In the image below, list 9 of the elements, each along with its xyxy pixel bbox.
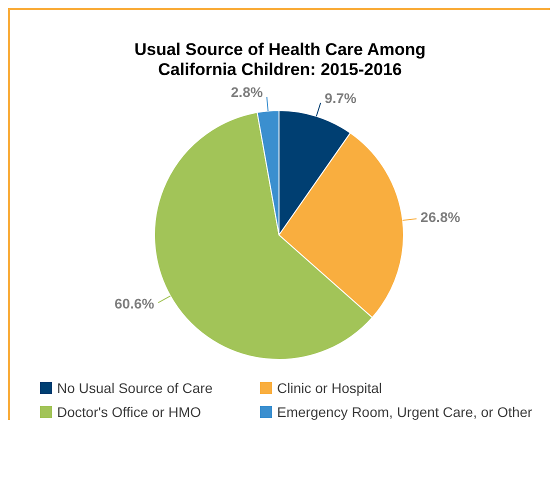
legend-label: Emergency Room, Urgent Care, or Other bbox=[277, 404, 532, 420]
legend-label: Clinic or Hospital bbox=[277, 380, 382, 396]
legend-label: No Usual Source of Care bbox=[57, 380, 213, 396]
data-label: 9.7% bbox=[324, 90, 358, 106]
data-label: 2.8% bbox=[230, 84, 264, 100]
data-label: 26.8% bbox=[420, 209, 461, 226]
legend-label: Doctor's Office or HMO bbox=[57, 404, 201, 420]
chart-title: Usual Source of Health Care Among California Children: 2015-2016 bbox=[133, 40, 427, 80]
data-label: 60.6% bbox=[114, 296, 155, 312]
